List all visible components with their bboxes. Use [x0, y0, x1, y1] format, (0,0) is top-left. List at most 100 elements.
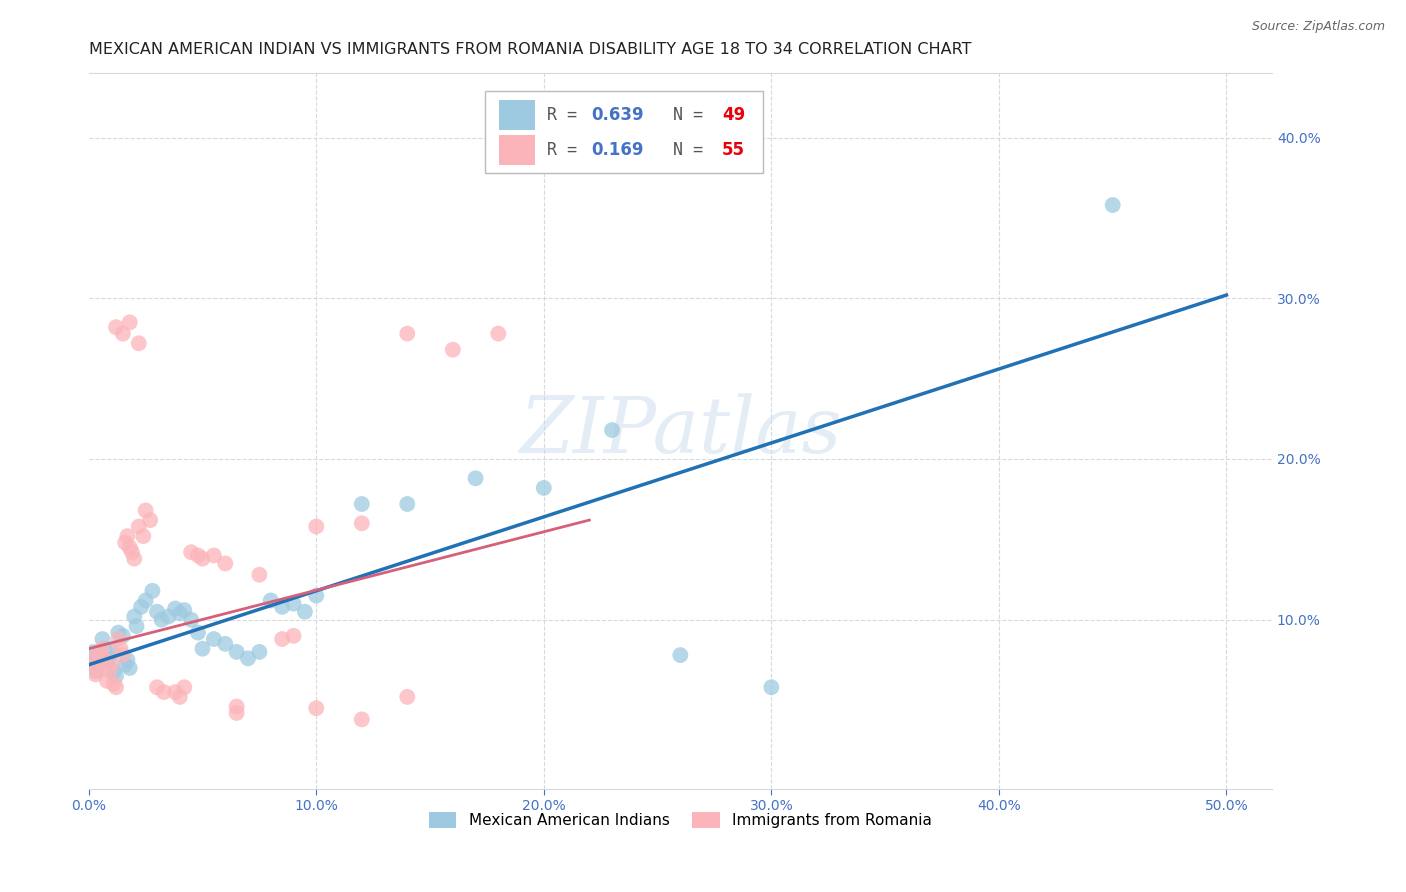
Point — [761, 680, 783, 694]
Point — [114, 535, 136, 549]
Point — [214, 637, 236, 651]
Point — [111, 326, 134, 341]
Point — [89, 648, 111, 662]
Point — [396, 326, 419, 341]
Point — [247, 567, 270, 582]
Point — [441, 343, 464, 357]
Point — [84, 667, 107, 681]
Point — [187, 625, 209, 640]
FancyBboxPatch shape — [499, 100, 534, 129]
Point — [89, 648, 111, 662]
Point — [111, 648, 134, 662]
Point — [117, 653, 139, 667]
Point — [103, 677, 125, 691]
Text: 55: 55 — [721, 141, 745, 159]
Point — [107, 632, 129, 646]
Point — [225, 645, 247, 659]
Point — [139, 513, 162, 527]
Point — [191, 641, 214, 656]
Text: R =: R = — [547, 105, 586, 124]
Point — [103, 664, 125, 678]
Point — [396, 690, 419, 704]
Point — [350, 516, 373, 531]
Point — [91, 632, 114, 646]
Point — [98, 664, 121, 678]
Point — [93, 641, 115, 656]
Point — [486, 326, 509, 341]
Point — [141, 583, 163, 598]
Text: R =: R = — [547, 141, 586, 159]
Point — [82, 657, 104, 672]
Point — [111, 629, 134, 643]
Point — [105, 680, 128, 694]
Point — [214, 557, 236, 571]
Point — [118, 315, 141, 329]
Point — [117, 529, 139, 543]
Point — [202, 632, 225, 646]
Point — [110, 641, 132, 656]
Point — [80, 649, 103, 664]
Point — [84, 664, 107, 678]
Point — [236, 651, 259, 665]
Point — [396, 497, 419, 511]
Point — [533, 481, 555, 495]
Point — [305, 701, 328, 715]
Point — [135, 593, 157, 607]
Point — [91, 641, 114, 656]
Point — [105, 669, 128, 683]
Point — [122, 609, 145, 624]
Point — [180, 545, 202, 559]
Point — [600, 423, 623, 437]
Point — [1101, 198, 1123, 212]
Point — [96, 655, 118, 669]
Text: 0.169: 0.169 — [592, 141, 644, 159]
Text: Source: ZipAtlas.com: Source: ZipAtlas.com — [1251, 20, 1385, 33]
Point — [87, 657, 110, 672]
Point — [121, 545, 143, 559]
Point — [669, 648, 692, 662]
Point — [191, 551, 214, 566]
Point — [107, 625, 129, 640]
Point — [165, 601, 187, 615]
Point — [169, 607, 191, 621]
Text: N =: N = — [654, 141, 713, 159]
Point — [153, 685, 176, 699]
Point — [129, 599, 152, 614]
Point — [283, 629, 305, 643]
Point — [350, 713, 373, 727]
FancyBboxPatch shape — [499, 135, 534, 165]
Point — [100, 645, 122, 659]
Text: N =: N = — [654, 105, 713, 124]
Point — [125, 619, 148, 633]
Point — [100, 657, 122, 672]
Point — [128, 519, 150, 533]
Point — [146, 605, 169, 619]
Point — [225, 699, 247, 714]
Point — [260, 593, 283, 607]
Point — [122, 551, 145, 566]
Point — [96, 673, 118, 688]
Point — [180, 613, 202, 627]
Point — [118, 661, 141, 675]
Point — [146, 680, 169, 694]
Point — [157, 609, 180, 624]
Text: 49: 49 — [721, 105, 745, 124]
Legend: Mexican American Indians, Immigrants from Romania: Mexican American Indians, Immigrants fro… — [423, 806, 938, 835]
Point — [87, 664, 110, 678]
Point — [271, 599, 294, 614]
Text: ZIPatlas: ZIPatlas — [519, 392, 842, 469]
Point — [128, 336, 150, 351]
Text: 0.639: 0.639 — [592, 105, 644, 124]
Point — [114, 657, 136, 672]
Point — [305, 519, 328, 533]
Point — [173, 680, 195, 694]
Point — [98, 651, 121, 665]
Text: MEXICAN AMERICAN INDIAN VS IMMIGRANTS FROM ROMANIA DISABILITY AGE 18 TO 34 CORRE: MEXICAN AMERICAN INDIAN VS IMMIGRANTS FR… — [89, 42, 972, 57]
Point — [82, 645, 104, 659]
Point — [247, 645, 270, 659]
Point — [105, 320, 128, 334]
Point — [173, 603, 195, 617]
Point — [135, 503, 157, 517]
Point — [283, 597, 305, 611]
Point — [202, 549, 225, 563]
